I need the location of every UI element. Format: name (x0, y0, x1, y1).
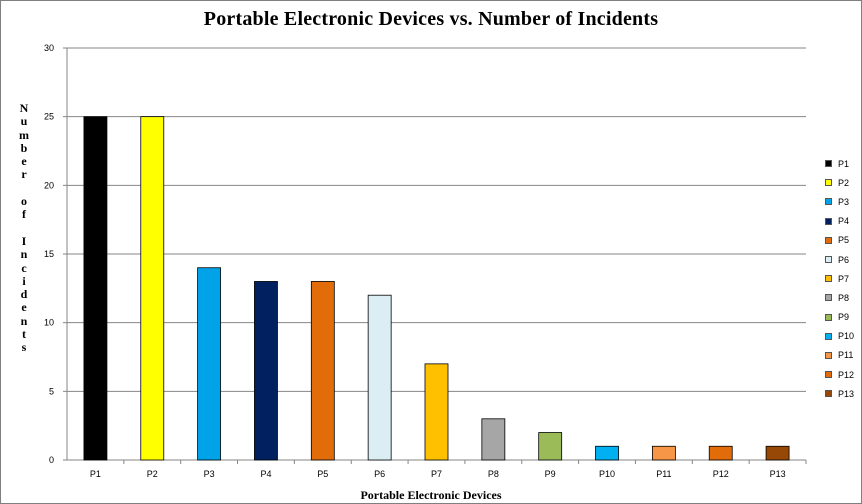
legend-label: P6 (838, 254, 850, 265)
legend-label: P8 (838, 292, 850, 303)
bar-p8 (481, 418, 506, 461)
y-tick-label: 0 (49, 455, 54, 465)
x-tick-label: P6 (374, 469, 385, 479)
legend-item-p11: P11 (825, 346, 859, 365)
legend-label: P11 (838, 350, 854, 361)
legend-swatch (825, 390, 832, 398)
legend-item-p5: P5 (825, 231, 859, 250)
legend-item-p3: P3 (825, 192, 859, 211)
legend-item-p8: P8 (825, 288, 859, 307)
legend-item-p2: P2 (825, 173, 859, 192)
bar-p10 (595, 445, 619, 461)
legend-item-p12: P12 (825, 365, 859, 384)
y-tick-label: 5 (49, 386, 54, 396)
legend-label: P9 (838, 312, 850, 323)
legend-item-p9: P9 (825, 308, 859, 327)
y-tick-label: 10 (44, 318, 54, 328)
legend-swatch (825, 313, 832, 321)
x-tick-label: P2 (147, 469, 158, 479)
x-tick-label: P1 (90, 469, 101, 479)
bar-p5 (310, 281, 335, 461)
x-tick-label: P7 (431, 469, 442, 479)
legend-label: P7 (838, 273, 850, 284)
x-tick-label: P11 (656, 469, 671, 479)
legend-item-p7: P7 (825, 269, 859, 288)
legend: P1 P2 P3 P4 P5 P6 P7 P8 P9 P10 P11 P12 P13 (825, 154, 859, 403)
bar-p13 (765, 445, 790, 461)
x-tick-label: P4 (260, 469, 271, 479)
bar-p6 (367, 294, 392, 461)
chart-title: Portable Electronic Devices vs. Number o… (203, 8, 659, 30)
legend-label: P3 (838, 196, 850, 207)
bar-p4 (254, 281, 278, 461)
x-axis-label: Portable Electronic Devices (360, 488, 502, 502)
legend-label: P12 (838, 369, 855, 380)
x-tick-label: P5 (317, 469, 328, 479)
bar-p12 (708, 445, 733, 461)
x-tick-label: P3 (204, 469, 215, 479)
legend-label: P4 (838, 216, 850, 227)
legend-item-p13: P13 (825, 384, 859, 403)
legend-swatch (825, 179, 832, 187)
legend-label: P13 (838, 388, 855, 399)
y-tick-label: 15 (44, 249, 54, 259)
y-axis-label: N u m b e r o f I n c i d e n t s (19, 101, 29, 355)
legend-label: P2 (838, 177, 850, 188)
legend-swatch (825, 371, 832, 379)
bar-p2 (140, 116, 165, 461)
x-tick-label: P10 (599, 469, 615, 479)
legend-swatch (825, 160, 832, 168)
legend-swatch (825, 275, 832, 283)
bar-p9 (538, 432, 563, 461)
legend-swatch (825, 236, 832, 244)
y-tick-label: 20 (44, 180, 54, 190)
legend-swatch (825, 294, 832, 302)
legend-item-p1: P1 (825, 154, 859, 173)
x-tick-label: P13 (770, 469, 786, 479)
bar-p1 (83, 116, 108, 461)
x-tick-label: P9 (545, 469, 556, 479)
bar-p7 (424, 363, 449, 461)
legend-label: P10 (838, 331, 855, 342)
legend-swatch (825, 332, 832, 340)
legend-item-p6: P6 (825, 250, 859, 269)
bar-p11 (651, 445, 676, 461)
legend-swatch (825, 256, 832, 264)
y-tick-label: 25 (44, 112, 54, 122)
x-tick-label: P8 (488, 469, 499, 479)
legend-swatch (825, 198, 832, 206)
legend-item-p4: P4 (825, 212, 859, 231)
legend-item-p10: P10 (825, 327, 859, 346)
legend-swatch (825, 351, 832, 359)
legend-swatch (825, 217, 832, 225)
legend-label: P5 (838, 235, 850, 246)
x-tick-label: P12 (713, 469, 729, 479)
y-tick-label: 30 (44, 43, 54, 53)
legend-label: P1 (838, 158, 850, 169)
bar-p3 (197, 267, 222, 461)
